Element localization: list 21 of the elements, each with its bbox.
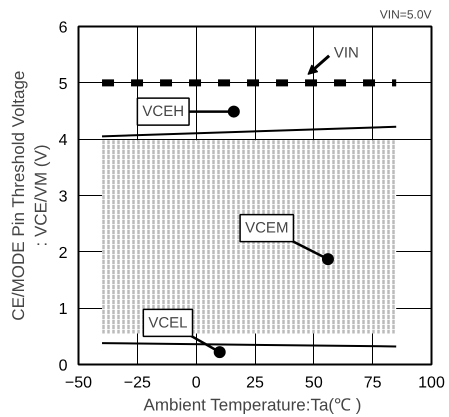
x-tick-label: 50 — [304, 374, 323, 392]
annotation: VIN — [334, 44, 359, 62]
y-tick-label: 1 — [58, 301, 68, 318]
x-tick-label: 0 — [192, 374, 201, 392]
y-tick-label: 2 — [58, 244, 68, 262]
x-tick-label: −25 — [124, 374, 152, 392]
y-tick-label: 4 — [58, 132, 68, 150]
x-tick-label: 25 — [246, 374, 264, 392]
text: VIN=5.0V — [380, 8, 432, 22]
annotation: VCEM — [245, 220, 288, 237]
x-axis-title: Ambient Temperature:Ta(℃ ) — [144, 396, 362, 414]
annotation: VCEL — [148, 314, 188, 332]
y-axis-title: CE/MODE Pin Threshold Voltage : VCE/VM (V) — [8, 70, 51, 321]
annotation: VCEH — [142, 103, 184, 120]
x-tick-label: −50 — [64, 374, 92, 392]
y-tick-label: 6 — [58, 20, 68, 36]
y-tick-label: 5 — [58, 76, 68, 93]
y-tick-label: 3 — [58, 188, 68, 206]
x-tick-label: 100 — [418, 374, 445, 392]
x-tick-label: 75 — [364, 374, 382, 392]
y-tick-label: 0 — [58, 358, 68, 374]
